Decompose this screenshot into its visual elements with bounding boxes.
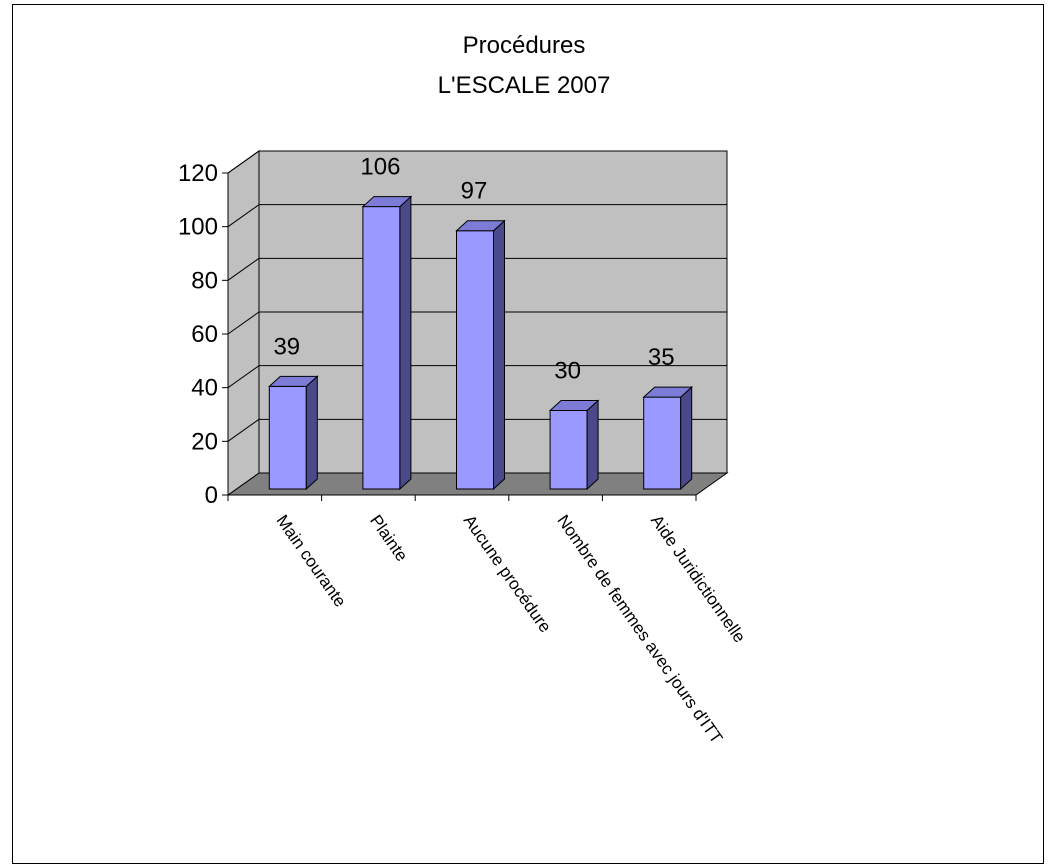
- bar-side: [493, 219, 505, 491]
- gridline-side: [227, 418, 260, 442]
- bar-side: [680, 385, 693, 491]
- gridline-side: [227, 365, 260, 389]
- x-category-label: Nombre de femmes avec jours d'ITT: [553, 511, 726, 747]
- chart-title-line-1: Procédures: [462, 32, 586, 59]
- x-category-label: Main courante: [273, 511, 350, 610]
- gridline-side: [227, 204, 260, 228]
- x-category-label: Plainte: [366, 511, 411, 564]
- y-tick-label: 60: [191, 321, 218, 348]
- y-tick-label: 120: [178, 160, 218, 187]
- bar-front: [643, 396, 682, 490]
- bar-top: [642, 386, 693, 398]
- gridline-side: [227, 311, 260, 335]
- chart-title-line-2: L'ESCALE 2007: [437, 72, 611, 99]
- gridline-side: [227, 257, 260, 281]
- y-tick-label: 40: [191, 375, 218, 402]
- data-label: 30: [554, 358, 581, 385]
- y-tick-label: 20: [191, 428, 218, 455]
- bar-top: [455, 220, 506, 232]
- x-category-label: Aide Juridictionnelle: [647, 511, 749, 646]
- bar-front: [268, 385, 307, 490]
- bar-top: [268, 375, 319, 387]
- x-category-label: Aucune procédure: [460, 511, 555, 636]
- bar-top: [361, 196, 413, 208]
- bar-front: [362, 206, 401, 490]
- data-label: 97: [461, 178, 488, 205]
- data-label: 106: [360, 154, 400, 181]
- bar-front: [549, 410, 588, 490]
- gridline-side: [227, 150, 260, 174]
- bar-side: [305, 375, 318, 491]
- bar-side: [586, 399, 599, 491]
- y-tick-label: 100: [178, 214, 218, 241]
- y-tick-label: 80: [191, 267, 218, 294]
- bar-side: [399, 195, 412, 491]
- bar-front: [456, 230, 494, 490]
- data-label: 35: [648, 344, 675, 371]
- bar-top: [548, 400, 600, 411]
- y-tick-label: 0: [205, 482, 218, 509]
- data-label: 39: [273, 333, 300, 360]
